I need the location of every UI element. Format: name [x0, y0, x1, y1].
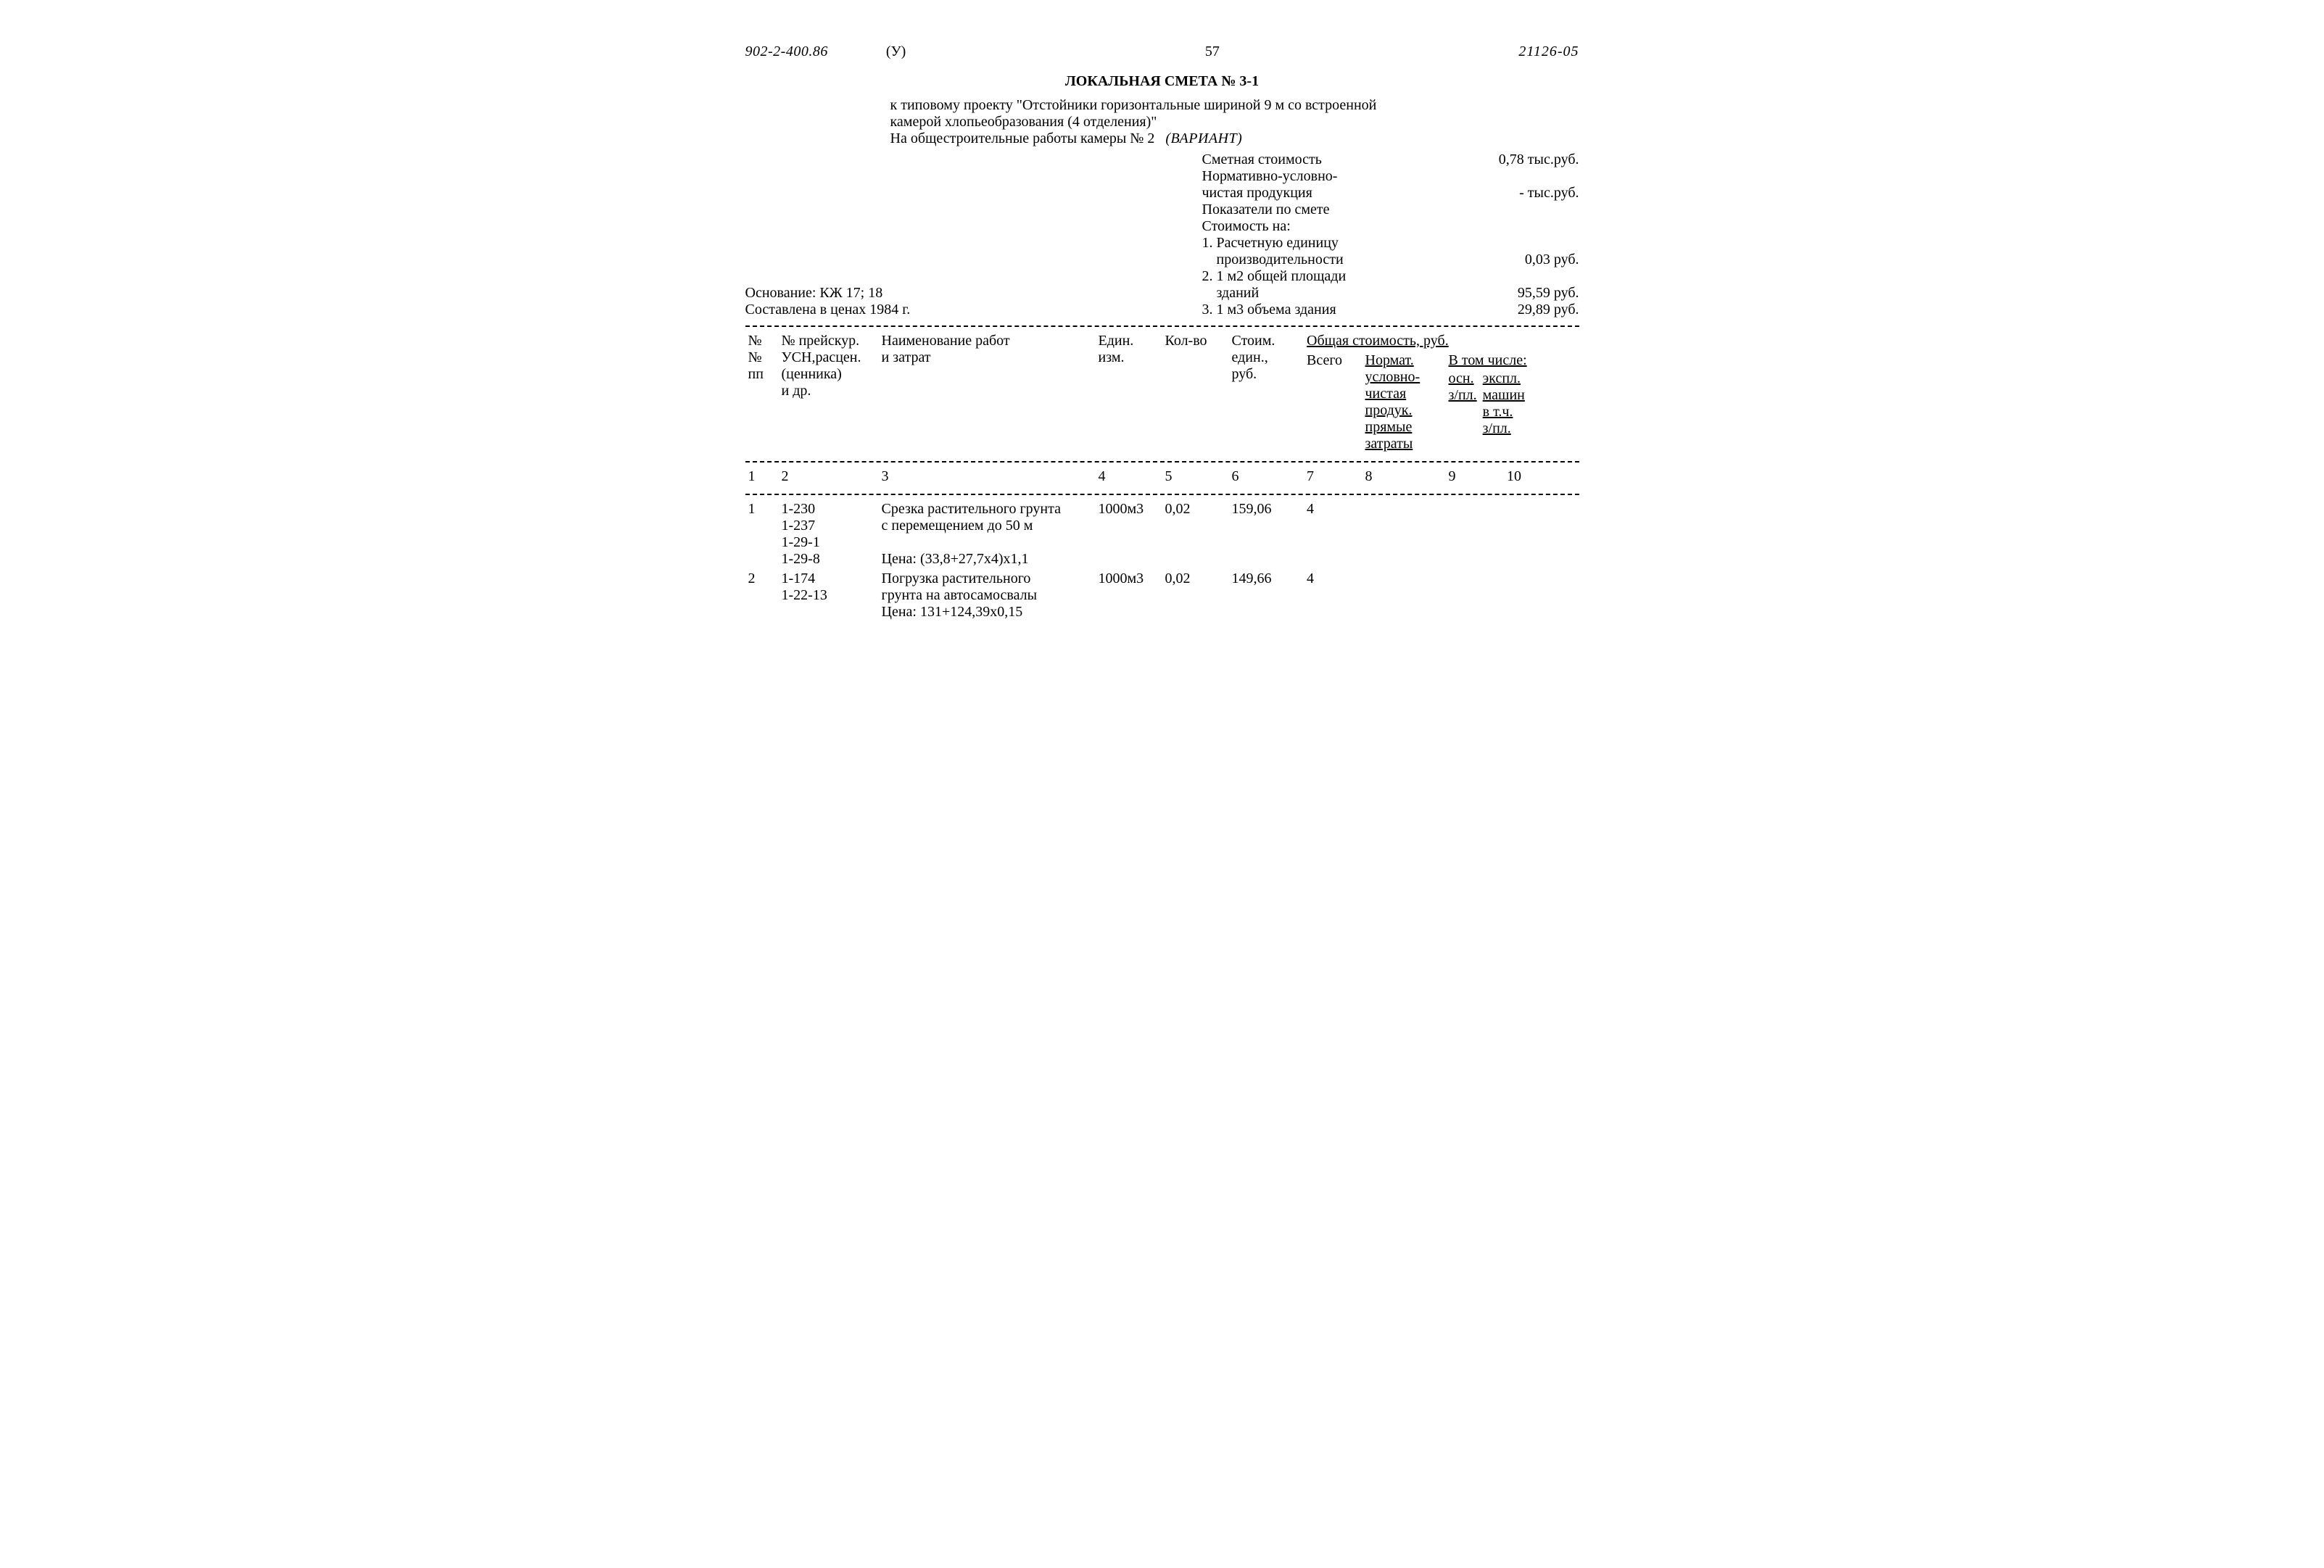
cell-price: 159,06	[1229, 499, 1304, 569]
summary-label: 2. 1 м2 общей площади	[1202, 268, 1347, 285]
cell-n: 1	[745, 499, 779, 569]
cell-unit: 1000м3	[1096, 569, 1162, 622]
doc-code-right: 21126-05	[1518, 43, 1579, 60]
summary-value: 0,03 руб.	[1525, 252, 1579, 268]
colnum-table: 1 2 3 4 5 6 7 8 9 10	[745, 467, 1579, 486]
col-7: Всего	[1304, 351, 1362, 454]
body-table: 1 1-230 1-237 1-29-1 1-29-8 Срезка расти…	[745, 499, 1579, 622]
summary-value: 95,59 руб.	[1518, 285, 1579, 302]
doc-code-mid: (У)	[886, 43, 906, 60]
cell-codes: 1-230 1-237 1-29-1 1-29-8	[779, 499, 879, 569]
doc-code-left: 902-2-400.86	[745, 43, 828, 60]
summary-label: зданий	[1202, 285, 1260, 302]
summary-label: Стоимость на:	[1202, 218, 1291, 235]
summary-row: чистая продукция - тыс.руб.	[1202, 185, 1579, 202]
summary-row: Стоимость на:	[1202, 218, 1579, 235]
cell-c9	[1446, 499, 1505, 569]
header-row: 902-2-400.86 (У) 57 21126-05	[745, 43, 1579, 60]
desc-line3b: (ВАРИАНТ)	[1165, 130, 1242, 146]
cell-qty: 0,02	[1162, 569, 1229, 622]
summary-right: Сметная стоимость 0,78 тыс.руб. Нормативн…	[1202, 152, 1579, 318]
table-row: 1 1-230 1-237 1-29-1 1-29-8 Срезка расти…	[745, 499, 1579, 569]
cell-work: Погрузка растительного грунта на автосам…	[879, 569, 1096, 622]
summary-row: 2. 1 м2 общей площади	[1202, 268, 1579, 285]
coln-3: 3	[879, 467, 1096, 486]
summary-row: Нормативно-условно-	[1202, 168, 1579, 185]
coln-9: 9	[1446, 467, 1505, 486]
summary-row: Сметная стоимость 0,78 тыс.руб.	[1202, 152, 1579, 168]
col-2: № прейскур. УСН,расцен. (ценника) и др.	[779, 331, 879, 454]
cell-c10	[1504, 499, 1579, 569]
doc-title: ЛОКАЛЬНАЯ СМЕТА № 3-1	[745, 73, 1579, 90]
cell-price: 149,66	[1229, 569, 1304, 622]
coln-5: 5	[1162, 467, 1229, 486]
summary-label: чистая продукция	[1202, 185, 1312, 202]
summary-label: производительности	[1202, 252, 1344, 268]
divider	[745, 461, 1579, 462]
cell-unit: 1000м3	[1096, 499, 1162, 569]
coln-2: 2	[779, 467, 879, 486]
divider	[745, 325, 1579, 327]
cell-codes: 1-174 1-22-13	[779, 569, 879, 622]
col-5: Кол-во	[1162, 331, 1229, 454]
summary-row: зданий 95,59 руб.	[1202, 285, 1579, 302]
cell-total: 4	[1304, 569, 1362, 622]
coln-6: 6	[1229, 467, 1304, 486]
cell-c8	[1362, 569, 1446, 622]
col-4: Един. изм.	[1096, 331, 1162, 454]
summary-block: Основание: КЖ 17; 18 Составлена в ценах …	[745, 152, 1579, 318]
header-row-1: №№ пп № прейскур. УСН,расцен. (ценника) …	[745, 331, 1579, 351]
coln-8: 8	[1362, 467, 1446, 486]
table-row: 2 1-174 1-22-13 Погрузка растительного г…	[745, 569, 1579, 622]
summary-row: Показатели по смете	[1202, 202, 1579, 218]
col-8: Нормат. условно- чистая продук. прямые з…	[1362, 351, 1446, 454]
cell-total: 4	[1304, 499, 1362, 569]
coln-10: 10	[1504, 467, 1579, 486]
cell-n: 2	[745, 569, 779, 622]
col-3: Наименование работ и затрат	[879, 331, 1096, 454]
col-10: экспл. машин в т.ч. з/пл.	[1483, 370, 1525, 437]
cell-work: Срезка растительного грунта с перемещени…	[879, 499, 1096, 569]
summary-label: Сметная стоимость	[1202, 152, 1322, 168]
colnum-row: 1 2 3 4 5 6 7 8 9 10	[745, 467, 1579, 486]
col-group-total: Общая стоимость, руб.	[1304, 331, 1579, 351]
summary-row: 1. Расчетную единицу	[1202, 235, 1579, 252]
divider	[745, 494, 1579, 495]
col-9: осн. з/пл.	[1449, 370, 1477, 437]
coln-7: 7	[1304, 467, 1362, 486]
col-subgroup: В том числе: осн. з/пл. экспл. машин в т…	[1446, 351, 1579, 454]
cell-qty: 0,02	[1162, 499, 1229, 569]
page: 902-2-400.86 (У) 57 21126-05 ЛОКАЛЬНАЯ С…	[745, 43, 1579, 622]
summary-row: производительности 0,03 руб.	[1202, 252, 1579, 268]
summary-label: Показатели по смете	[1202, 202, 1330, 218]
desc-line1: к типовому проекту "Отстойники горизонта…	[890, 97, 1579, 114]
coln-1: 1	[745, 467, 779, 486]
col-6: Стоим. един., руб.	[1229, 331, 1304, 454]
col-1: №№ пп	[745, 331, 779, 454]
basis-line2: Составлена в ценах 1984 г.	[745, 302, 911, 318]
cell-c9	[1446, 569, 1505, 622]
coln-4: 4	[1096, 467, 1162, 486]
summary-value: 29,89 руб.	[1518, 302, 1579, 318]
header-left: 902-2-400.86 (У)	[745, 43, 906, 60]
col-subgroup-label: В том числе:	[1449, 352, 1527, 368]
summary-row: 3. 1 м3 объема здания 29,89 руб.	[1202, 302, 1579, 318]
basis-line1: Основание: КЖ 17; 18	[745, 285, 911, 302]
header-table: №№ пп № прейскур. УСН,расцен. (ценника) …	[745, 331, 1579, 454]
col-group-label: Общая стоимость, руб.	[1307, 333, 1449, 349]
summary-value: 0,78 тыс.руб.	[1499, 152, 1579, 168]
page-number: 57	[1205, 43, 1220, 60]
cell-c8	[1362, 499, 1446, 569]
summary-label: 1. Расчетную единицу	[1202, 235, 1339, 252]
summary-label: Нормативно-условно-	[1202, 168, 1338, 185]
summary-label: 3. 1 м3 объема здания	[1202, 302, 1336, 318]
basis-block: Основание: КЖ 17; 18 Составлена в ценах …	[745, 285, 911, 318]
col-8-label: Нормат. условно- чистая продук. прямые з…	[1365, 352, 1421, 452]
description-block: к типовому проекту "Отстойники горизонта…	[890, 97, 1579, 147]
cell-c10	[1504, 569, 1579, 622]
desc-line2: камерой хлопьеобразования (4 отделения)"	[890, 114, 1579, 130]
desc-line3a: На общестроительные работы камеры № 2	[890, 130, 1155, 146]
summary-value: - тыс.руб.	[1519, 185, 1579, 202]
desc-line3: На общестроительные работы камеры № 2 (В…	[890, 130, 1579, 147]
